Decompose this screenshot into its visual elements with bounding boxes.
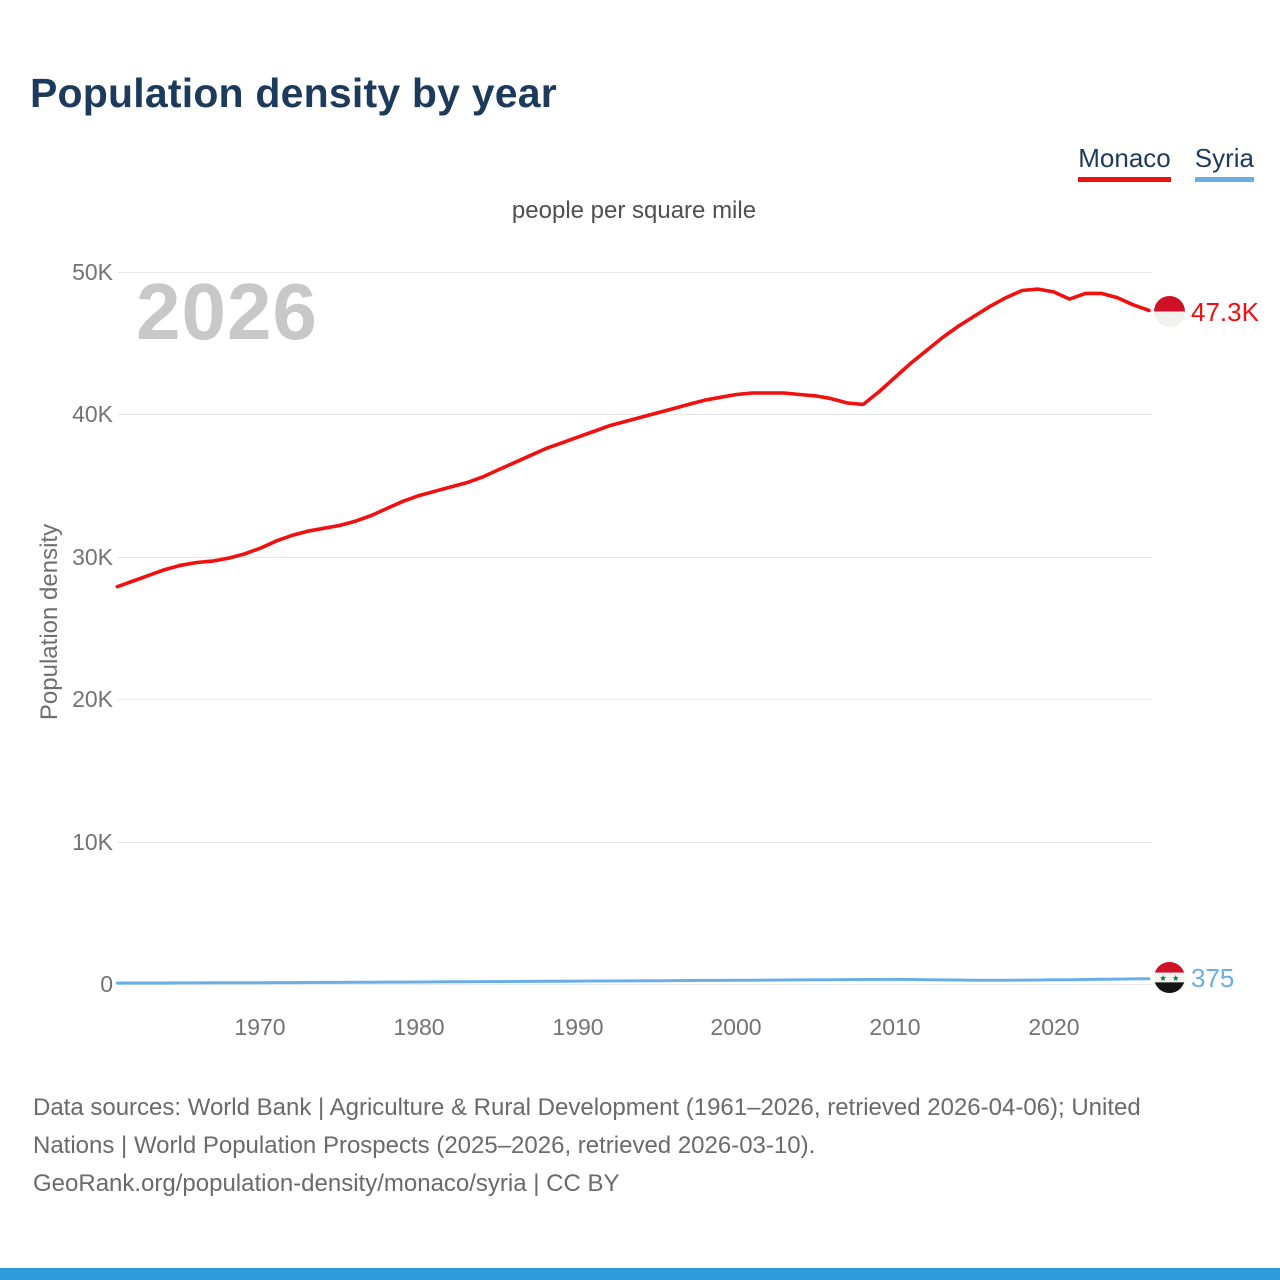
gridline-10k — [118, 842, 1152, 843]
svg-text:★: ★ — [1159, 973, 1167, 983]
syria-end-value-label: 375 — [1191, 963, 1235, 993]
x-tick-1970: 1970 — [234, 1014, 286, 1040]
y-tick-50k: 50K — [72, 259, 113, 285]
gridline-40k — [118, 414, 1152, 415]
legend-item-monaco[interactable]: Monaco — [1078, 143, 1171, 182]
monaco-flag-icon — [1154, 296, 1185, 327]
legend: Monaco Syria — [1078, 143, 1254, 182]
syria-line — [115, 977, 1151, 985]
watermark-year: 2026 — [136, 267, 318, 356]
monaco-end-value-label: 47.3K — [1191, 297, 1259, 327]
y-tick-40k: 40K — [72, 401, 113, 427]
gridline-30k — [118, 557, 1152, 558]
footer-line-3: GeoRank.org/population-density/monaco/sy… — [33, 1170, 620, 1197]
chart-subtitle: people per square mile — [511, 197, 757, 224]
x-tick-2010: 2010 — [869, 1014, 921, 1040]
syria-flag-icon: ★ ★ — [1154, 962, 1185, 993]
footer-attribution: Data sources: World Bank | Agriculture &… — [33, 1089, 1141, 1203]
x-tick-1990: 1990 — [552, 1014, 604, 1040]
page-title: Population density by year — [30, 70, 557, 116]
y-tick-30k: 30K — [72, 544, 113, 570]
gridline-0 — [118, 984, 1152, 985]
bottom-accent-bar — [0, 1268, 1280, 1280]
x-tick-2000: 2000 — [710, 1014, 762, 1040]
monaco-line — [115, 287, 1151, 589]
x-tick-2020: 2020 — [1028, 1014, 1080, 1040]
legend-item-syria[interactable]: Syria — [1194, 143, 1254, 182]
x-tick-1980: 1980 — [393, 1014, 445, 1040]
gridline-50k — [118, 272, 1152, 273]
svg-text:★: ★ — [1172, 973, 1180, 983]
gridline-20k — [118, 699, 1152, 700]
y-tick-20k: 20K — [72, 686, 113, 712]
y-tick-0: 0 — [100, 971, 113, 997]
footer-line-1: Data sources: World Bank | Agriculture &… — [33, 1094, 1141, 1121]
footer-line-2: Nations | World Population Prospects (20… — [33, 1132, 816, 1159]
y-tick-10k: 10K — [72, 829, 113, 855]
